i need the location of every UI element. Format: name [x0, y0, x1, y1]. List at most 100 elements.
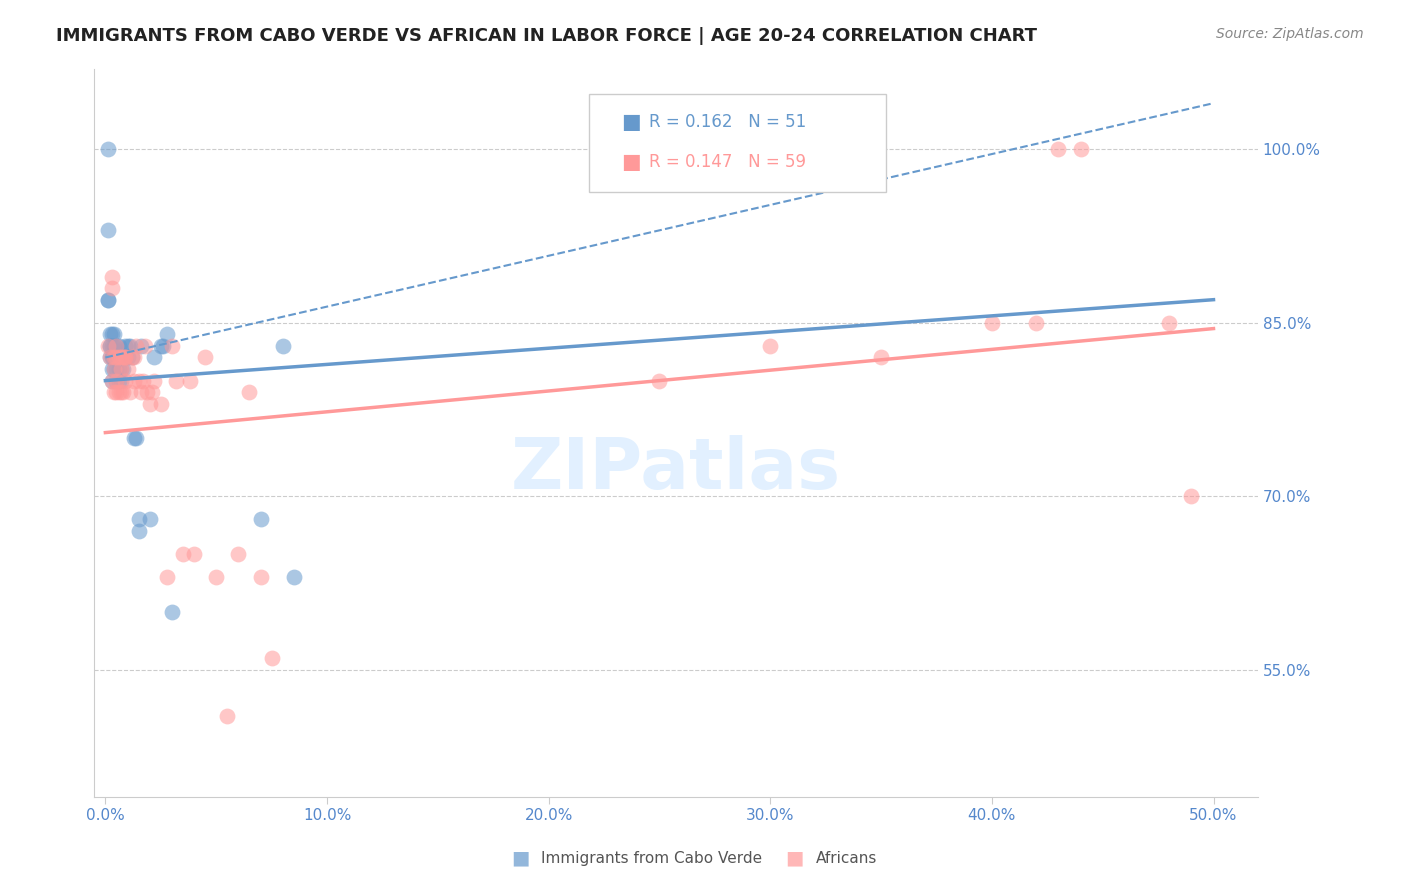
Point: [1159, 316, 1181, 330]
Point: [105, 385, 128, 400]
Point: [1025, 316, 1047, 330]
Point: [97, 293, 120, 307]
Point: [122, 351, 145, 365]
Text: Source: ZipAtlas.com: Source: ZipAtlas.com: [1216, 27, 1364, 41]
Point: [117, 351, 139, 365]
Point: [156, 570, 179, 584]
Point: [118, 339, 141, 353]
Point: [105, 362, 128, 376]
Point: [97, 339, 120, 353]
Point: [101, 269, 124, 284]
Point: [117, 339, 139, 353]
Point: [1047, 143, 1070, 157]
Point: [101, 281, 124, 295]
Point: [103, 327, 125, 342]
Point: [165, 374, 187, 388]
Point: [122, 374, 145, 388]
Point: [101, 374, 124, 388]
Point: [128, 524, 150, 538]
Point: [105, 374, 128, 388]
Point: [98, 351, 121, 365]
Point: [1070, 143, 1092, 157]
Point: [98, 327, 121, 342]
Point: [97, 293, 120, 307]
Point: [110, 374, 132, 388]
Point: [136, 385, 159, 400]
Point: [156, 327, 179, 342]
Text: Africans: Africans: [815, 851, 877, 865]
Point: [125, 339, 148, 353]
Point: [110, 351, 132, 365]
Point: [149, 339, 172, 353]
Point: [103, 351, 125, 365]
Point: [110, 351, 132, 365]
Point: [121, 351, 143, 365]
Point: [105, 351, 128, 365]
Point: [271, 339, 294, 353]
Point: [103, 362, 125, 376]
Point: [114, 351, 136, 365]
Point: [205, 570, 228, 584]
Text: ■: ■: [510, 848, 530, 868]
Text: R = 0.147   N = 59: R = 0.147 N = 59: [650, 153, 806, 170]
Point: [194, 351, 217, 365]
Point: [101, 327, 124, 342]
Point: [648, 374, 671, 388]
Point: [97, 143, 120, 157]
Point: [103, 339, 125, 353]
Point: [870, 351, 893, 365]
Point: [107, 339, 129, 353]
Point: [117, 362, 139, 376]
Point: [125, 431, 148, 445]
Point: [183, 547, 205, 561]
Point: [249, 512, 271, 526]
Point: [128, 512, 150, 526]
Point: [107, 374, 129, 388]
Point: [112, 385, 135, 400]
Point: [110, 385, 132, 400]
Point: [105, 339, 128, 353]
Text: R = 0.162   N = 51: R = 0.162 N = 51: [650, 112, 807, 130]
Point: [105, 351, 128, 365]
Point: [112, 362, 135, 376]
Point: [101, 351, 124, 365]
Point: [105, 339, 128, 353]
Point: [118, 385, 141, 400]
Point: [101, 351, 124, 365]
Point: [238, 385, 260, 400]
Point: [103, 351, 125, 365]
Point: [160, 605, 183, 619]
Point: [217, 708, 239, 723]
Point: [107, 351, 129, 365]
Point: [114, 351, 136, 365]
Text: ■: ■: [621, 152, 641, 172]
Point: [228, 547, 250, 561]
Point: [101, 374, 124, 388]
Point: [103, 385, 125, 400]
Text: Immigrants from Cabo Verde: Immigrants from Cabo Verde: [541, 851, 762, 865]
FancyBboxPatch shape: [589, 94, 886, 193]
Point: [112, 351, 135, 365]
Point: [129, 339, 152, 353]
Point: [759, 339, 782, 353]
Point: [132, 374, 155, 388]
Point: [112, 351, 135, 365]
Point: [980, 316, 1002, 330]
Point: [110, 362, 132, 376]
Point: [129, 385, 152, 400]
Text: ZIPatlas: ZIPatlas: [510, 434, 841, 503]
Point: [110, 362, 132, 376]
Point: [107, 362, 129, 376]
Point: [143, 351, 166, 365]
Point: [107, 385, 129, 400]
Point: [134, 339, 156, 353]
Point: [179, 374, 201, 388]
Point: [122, 431, 145, 445]
Point: [152, 339, 174, 353]
Point: [107, 351, 129, 365]
Point: [283, 570, 305, 584]
Text: ■: ■: [621, 112, 641, 132]
Point: [101, 339, 124, 353]
Point: [138, 397, 160, 411]
Point: [98, 339, 121, 353]
